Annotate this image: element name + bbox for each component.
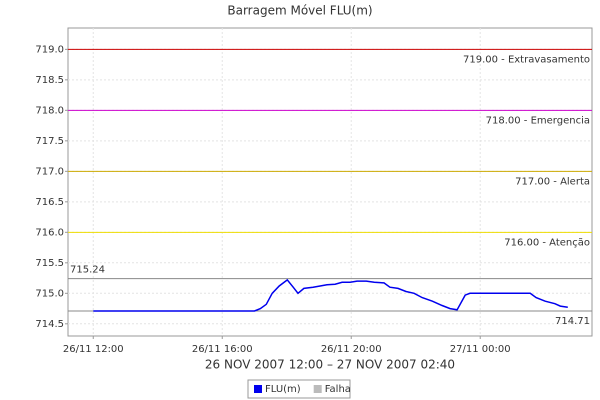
legend-label: Falha	[325, 384, 351, 395]
data-line	[93, 278, 568, 312]
y-tick-label: 717.0	[35, 166, 64, 177]
y-tick-label: 717.5	[35, 136, 64, 147]
y-tick-label: 714.5	[35, 319, 64, 330]
range-marker-label: 715.24	[70, 265, 105, 276]
y-tick-label: 719.0	[35, 44, 64, 55]
y-tick-label: 718.0	[35, 105, 64, 116]
chart-title: Barragem Móvel FLU(m)	[227, 4, 372, 18]
threshold-label: 717.00 - Alerta	[515, 176, 590, 187]
y-tick-label: 715.5	[35, 258, 64, 269]
threshold-label: 718.00 - Emergencia	[486, 115, 590, 126]
legend-swatch	[254, 385, 262, 393]
range-marker-label: 714.71	[555, 316, 590, 327]
plot-area	[67, 27, 593, 337]
y-tick-label: 718.5	[35, 75, 64, 86]
legend-swatch	[313, 385, 322, 393]
y-tick-label: 716.5	[35, 197, 64, 208]
x-tick-label: 26/11 16:00	[192, 344, 253, 355]
legend-box	[247, 379, 351, 399]
x-axis-label: 26 NOV 2007 12:00 – 27 NOV 2007 02:40	[205, 358, 455, 372]
x-tick-label: 26/11 20:00	[321, 344, 382, 355]
threshold-label: 716.00 - Atenção	[504, 237, 590, 248]
legend: FLU(m) Falha	[247, 379, 351, 399]
x-tick-label: 26/11 12:00	[63, 344, 124, 355]
threshold-label: 719.00 - Extravasamento	[463, 54, 590, 65]
legend-label: FLU(m)	[265, 384, 301, 395]
y-tick-label: 716.0	[35, 227, 64, 238]
y-tick-label: 715.0	[35, 288, 64, 299]
x-tick-label: 27/11 00:00	[450, 344, 511, 355]
